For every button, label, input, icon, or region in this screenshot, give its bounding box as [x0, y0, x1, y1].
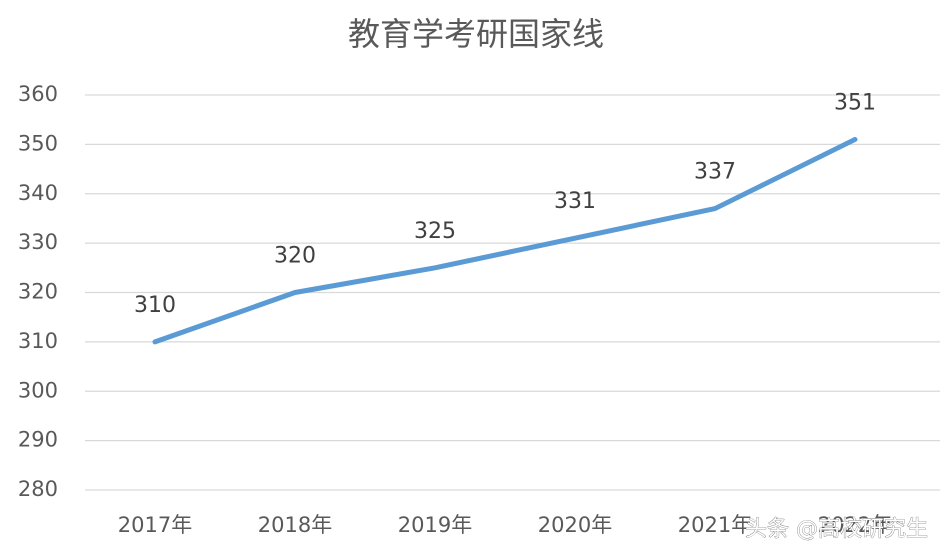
x-tick-label: 2021年: [678, 513, 752, 537]
y-tick-label: 350: [18, 131, 58, 155]
y-tick-label: 290: [18, 428, 58, 452]
x-tick-label: 2019年: [398, 513, 472, 537]
watermark: 头条 @高校研究生: [745, 517, 928, 542]
y-tick-label: 360: [18, 82, 58, 106]
y-tick-label: 340: [18, 181, 58, 205]
y-tick-label: 320: [18, 280, 58, 304]
plot: 2017年 2018年 2019年 2020年 2021年 2022年 310 320 325 3…: [118, 90, 892, 537]
y-tick-label: 310: [18, 329, 58, 353]
x-tick-label: 2018年: [258, 513, 332, 537]
data-line: [152, 136, 858, 345]
data-label: 310: [134, 293, 176, 318]
data-label: 320: [274, 244, 316, 269]
y-tick-label: 280: [18, 477, 58, 501]
y-tick-label: 300: [18, 378, 58, 402]
data-label: 337: [694, 160, 736, 185]
grid: 280 290 300 310 320 330 340 350 360: [18, 82, 940, 501]
data-label: 351: [834, 90, 876, 115]
x-tick-label: 2022年: [818, 513, 892, 537]
data-label: 331: [554, 189, 596, 214]
x-tick-label: 2020年: [538, 513, 612, 537]
chart-title: 教育学考研国家线: [348, 15, 604, 53]
data-label: 325: [414, 219, 456, 244]
x-tick-label: 2017年: [118, 513, 192, 537]
y-tick-label: 330: [18, 230, 58, 254]
